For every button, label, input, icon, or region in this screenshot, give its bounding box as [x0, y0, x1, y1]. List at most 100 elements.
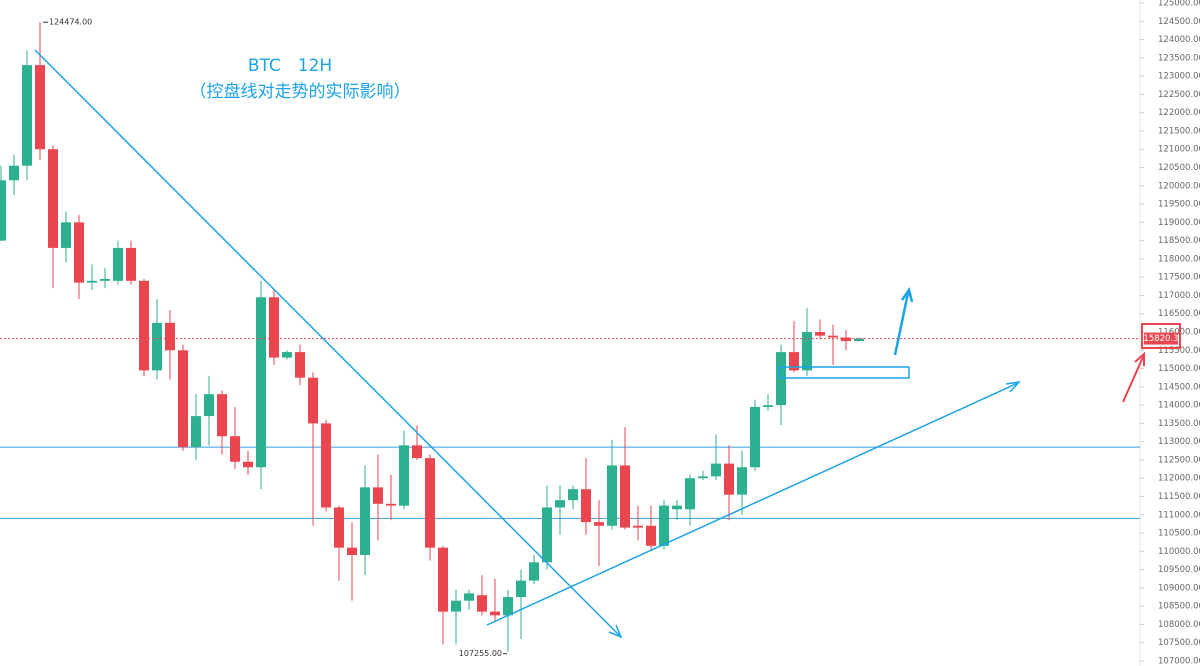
- candle-body: [789, 352, 799, 371]
- y-tick-label: 113000.00: [1158, 437, 1200, 447]
- y-tick-label: 115500.00: [1158, 346, 1200, 356]
- last-price-label: 115820.36: [1138, 334, 1184, 344]
- candle-body: [698, 476, 708, 479]
- candle-body: [373, 487, 383, 504]
- candle-body: [191, 416, 201, 448]
- candle-body: [711, 463, 721, 477]
- candle-body: [724, 463, 734, 495]
- candle-body: [633, 525, 643, 528]
- y-tick-label: 124500.00: [1158, 17, 1200, 27]
- y-tick-label: 121000.00: [1158, 145, 1200, 155]
- y-tick-label: 109500.00: [1158, 565, 1200, 575]
- candle-body: [503, 597, 513, 616]
- y-tick-label: 107000.00: [1158, 657, 1200, 666]
- trend-line: [486, 382, 1019, 626]
- y-tick-label: 119500.00: [1158, 200, 1200, 210]
- y-tick-label: 122000.00: [1158, 108, 1200, 118]
- candle-body: [22, 65, 32, 166]
- candle-body: [854, 338, 864, 342]
- y-tick-label: 121500.00: [1158, 126, 1200, 136]
- candle-body: [178, 350, 188, 448]
- y-tick-label: 123000.00: [1158, 72, 1200, 82]
- y-tick-label: 114000.00: [1158, 401, 1200, 411]
- candle-body: [828, 335, 838, 338]
- y-tick-label: 108500.00: [1158, 602, 1200, 612]
- candle-body: [581, 489, 591, 523]
- y-tick-label: 114500.00: [1158, 382, 1200, 392]
- y-tick-label: 117000.00: [1158, 291, 1200, 301]
- y-tick-label: 122500.00: [1158, 90, 1200, 100]
- candle-body: [529, 562, 539, 581]
- y-tick-label: 112500.00: [1158, 455, 1200, 465]
- candle-body: [646, 525, 656, 546]
- candle-body: [594, 522, 604, 526]
- candle-body: [542, 507, 552, 563]
- candle-body: [737, 467, 747, 495]
- candle-body: [308, 377, 318, 424]
- y-tick-label: 110500.00: [1158, 529, 1200, 539]
- candle-body: [9, 165, 19, 181]
- candle-body: [282, 352, 292, 358]
- y-tick-label: 120500.00: [1158, 163, 1200, 173]
- chart-title: BTC 12H: [248, 56, 332, 76]
- plot: 124474.00 107255.00: [0, 18, 1140, 658]
- highlight-box: [1141, 323, 1181, 349]
- y-tick-label: 118500.00: [1158, 236, 1200, 246]
- candle-body: [750, 406, 760, 468]
- candle-body: [295, 352, 305, 378]
- y-tick-label: 120000.00: [1158, 181, 1200, 191]
- arrow-head: [900, 287, 914, 303]
- candle-body: [230, 436, 240, 462]
- candle-body: [165, 322, 175, 351]
- y-tick-label: 123500.00: [1158, 53, 1200, 63]
- y-tick-label: 110000.00: [1158, 547, 1200, 557]
- candle-body: [399, 445, 409, 506]
- candle-body: [0, 180, 6, 241]
- high-label: 124474.00: [49, 18, 92, 27]
- chart-subtitle: （控盘线对走势的实际影响）: [190, 82, 411, 102]
- y-tick-label: 109000.00: [1158, 583, 1200, 593]
- candle-body: [451, 600, 461, 612]
- last-price-box: [1144, 332, 1178, 345]
- arrow-head: [608, 624, 623, 639]
- candle-body: [412, 445, 422, 459]
- candle-body: [126, 247, 136, 281]
- trend-line: [34, 49, 621, 637]
- arrow-head: [1134, 351, 1145, 366]
- candle-body: [347, 547, 357, 555]
- candle-body: [35, 65, 45, 150]
- candle-body: [464, 593, 474, 601]
- y-tick-label: 112000.00: [1158, 474, 1200, 484]
- candle-body: [256, 297, 266, 468]
- candle-body: [490, 611, 500, 616]
- candle-body: [802, 332, 812, 371]
- y-tick-label: 113500.00: [1158, 419, 1200, 429]
- y-tick-label: 115000.00: [1158, 364, 1200, 374]
- candle-body: [152, 322, 162, 371]
- candle-body: [555, 500, 565, 508]
- candle-body: [815, 332, 825, 336]
- candle-body: [48, 149, 58, 248]
- y-tick-label: 107500.00: [1158, 638, 1200, 648]
- candle-body: [620, 465, 630, 528]
- candle-body: [685, 478, 695, 510]
- candle-body: [269, 297, 279, 358]
- candle-body: [139, 280, 149, 371]
- y-tick-label: 108000.00: [1158, 620, 1200, 630]
- arrow-head: [1005, 380, 1021, 393]
- y-tick-label: 111500.00: [1158, 492, 1200, 502]
- y-tick-label: 118000.00: [1158, 254, 1200, 264]
- candle-body: [61, 222, 71, 248]
- highlight-box: [778, 366, 910, 379]
- candle-body: [87, 280, 97, 283]
- candle-body: [360, 487, 370, 555]
- candle-body: [763, 405, 773, 407]
- candle-body: [659, 505, 669, 546]
- y-tick-label: 111000.00: [1158, 510, 1200, 520]
- candle-body: [438, 547, 448, 612]
- candle-body: [217, 394, 227, 437]
- y-tick-label: 119000.00: [1158, 218, 1200, 228]
- low-label: 107255.00: [459, 649, 502, 658]
- y-tick-label: 124000.00: [1158, 35, 1200, 45]
